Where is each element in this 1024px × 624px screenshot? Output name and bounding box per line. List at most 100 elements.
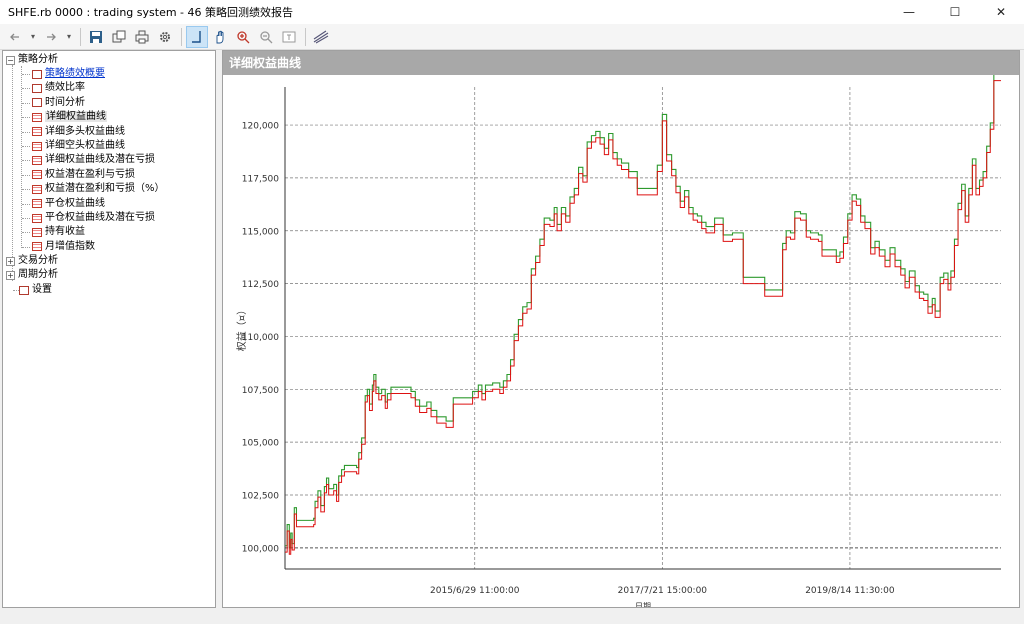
toolbar: ▾ ▾ — [0, 24, 1024, 50]
tree-item[interactable]: 策略绩效概要 — [32, 67, 105, 81]
series-low-line — [285, 80, 1001, 555]
tree-item[interactable]: 详细权益曲线 — [32, 110, 107, 124]
tree-line — [22, 146, 30, 147]
series-high-line — [285, 75, 995, 549]
tree-item-label: 月增值指数 — [45, 240, 95, 252]
tree-item-label: 策略绩效概要 — [45, 68, 105, 79]
data-window-icon[interactable] — [278, 26, 300, 48]
expand-icon[interactable]: + — [6, 256, 15, 266]
tree-item[interactable]: 时间分析 — [32, 96, 85, 110]
dropdown-icon[interactable]: ▾ — [66, 32, 71, 41]
tree-item[interactable]: 月增值指数 — [32, 240, 95, 254]
tree-line — [22, 88, 30, 90]
collapse-icon[interactable]: − — [6, 55, 15, 65]
tree-item[interactable]: 平仓权益曲线 — [32, 197, 105, 211]
table-icon — [19, 285, 29, 295]
tree-item[interactable]: 平仓权益曲线及潜在亏损 — [32, 211, 155, 225]
chart-icon — [32, 170, 42, 180]
tree-item-label: 绩效比率 — [45, 82, 85, 94]
chart-icon — [32, 242, 42, 252]
tree-item-label: 详细空头权益曲线 — [45, 140, 125, 151]
zoom-out-icon[interactable] — [255, 26, 277, 48]
tree-line — [22, 160, 30, 162]
expand-icon[interactable]: + — [6, 270, 15, 280]
tree-item[interactable]: 详细空头权益曲线 — [32, 139, 125, 153]
chart-icon — [32, 141, 42, 151]
title-bar: SHFE.rb 0000 : trading system - 46 策略回测绩… — [0, 0, 1024, 24]
x-tick-label: 2015/6/29 11:00:00 — [430, 586, 520, 596]
tree-line — [21, 66, 22, 248]
tree-line — [22, 117, 30, 119]
y-tick-label: 117,500 — [242, 174, 279, 184]
tree-item[interactable]: 持有收益 — [32, 225, 85, 239]
toolbar-separator — [181, 27, 182, 46]
status-bar — [0, 608, 1024, 624]
tree-line — [12, 65, 13, 281]
tree-node-strategy-analysis[interactable]: − 策略分析 — [6, 54, 58, 65]
tree-item-label: 平仓权益曲线及潜在亏损 — [45, 212, 155, 223]
minimize-button[interactable]: — — [903, 5, 915, 19]
tree-item-label: 平仓权益曲线 — [45, 197, 105, 209]
tree-line — [22, 189, 30, 191]
x-tick-label: 2017/7/21 15:00:00 — [618, 586, 708, 596]
chart-panel: 详细权益曲线 100,000 102,500 105,000 107,500 110,0… — [222, 50, 1020, 608]
back-icon[interactable] — [4, 26, 26, 48]
tree-line — [22, 131, 30, 133]
chart-icon — [32, 184, 42, 194]
y-tick-label: 105,000 — [242, 439, 279, 449]
tree-item-label: 时间分析 — [45, 96, 85, 108]
chart-icon — [32, 199, 42, 209]
y-tick-label: 115,000 — [242, 227, 279, 237]
tree-item[interactable]: 详细多头权益曲线 — [32, 125, 125, 139]
tree-item[interactable]: 权益潜在盈利和亏损（%） — [32, 182, 165, 196]
table-icon — [32, 83, 42, 93]
tree-line — [22, 74, 30, 75]
y-tick-label: 120,000 — [242, 122, 279, 132]
x-axis-title: 日期 — [635, 602, 651, 607]
tree-item[interactable]: 绩效比率 — [32, 81, 85, 95]
forward-icon[interactable] — [40, 26, 62, 48]
tree-line — [22, 232, 30, 234]
dropdown-icon[interactable]: ▾ — [30, 32, 35, 41]
tree-item-label: 详细权益曲线及潜在亏损 — [45, 154, 155, 166]
y-tick-label: 102,500 — [242, 492, 279, 502]
report-tree: − 策略分析 策略绩效概要 绩效比率时间分析详细权益曲线详细多头权益曲线 详细空头权益… — [2, 50, 216, 608]
tree-node-settings[interactable]: 设置 — [19, 283, 52, 297]
chart-style-icon[interactable] — [310, 26, 332, 48]
tree-item-label: 详细多头权益曲线 — [45, 125, 125, 137]
tree-line — [22, 203, 30, 205]
y-tick-label: 112,500 — [242, 280, 279, 290]
equity-chart[interactable]: 100,000 102,500 105,000 107,500 110,000 112,5… — [223, 75, 1019, 607]
y-axis-title: 权益（¤） — [235, 305, 248, 351]
chart-icon — [32, 227, 42, 237]
tree-item[interactable]: 权益潜在盈利与亏损 — [32, 168, 135, 182]
y-tick-label: 110,000 — [242, 333, 279, 343]
tree-item-label: 详细权益曲线 — [45, 111, 107, 123]
tree-node-period-analysis[interactable]: + 周期分析 — [6, 269, 58, 280]
tree-item-label: 权益潜在盈利和亏损（%） — [45, 183, 165, 195]
tree-line — [22, 174, 30, 176]
zoom-in-icon[interactable] — [232, 26, 254, 48]
table-icon — [32, 98, 42, 108]
window-title: SHFE.rb 0000 : trading system - 46 策略回测绩… — [8, 6, 294, 19]
print-icon[interactable] — [131, 26, 153, 48]
tree-item-label: 持有收益 — [45, 226, 85, 238]
pan-hand-icon[interactable] — [209, 26, 231, 48]
maximize-button[interactable]: ☐ — [949, 5, 961, 19]
x-tick-label: 2019/8/14 11:30:00 — [805, 586, 895, 596]
crosshair-icon[interactable] — [186, 25, 208, 48]
settings-icon[interactable] — [154, 26, 176, 48]
panel-title: 详细权益曲线 — [223, 51, 1019, 75]
close-button[interactable]: ✕ — [995, 5, 1007, 19]
y-tick-label: 100,000 — [242, 544, 279, 554]
copy-icon[interactable] — [108, 26, 130, 48]
tree-item-label: 权益潜在盈利与亏损 — [45, 168, 135, 180]
tree-item[interactable]: 详细权益曲线及潜在亏损 — [32, 153, 155, 167]
chart-icon — [32, 155, 42, 165]
y-tick-label: 107,500 — [242, 386, 279, 396]
tree-node-trade-analysis[interactable]: + 交易分析 — [6, 255, 58, 266]
toolbar-separator — [305, 27, 306, 46]
tree-line — [22, 246, 30, 248]
save-icon[interactable] — [85, 26, 107, 48]
chart-icon — [32, 112, 42, 122]
